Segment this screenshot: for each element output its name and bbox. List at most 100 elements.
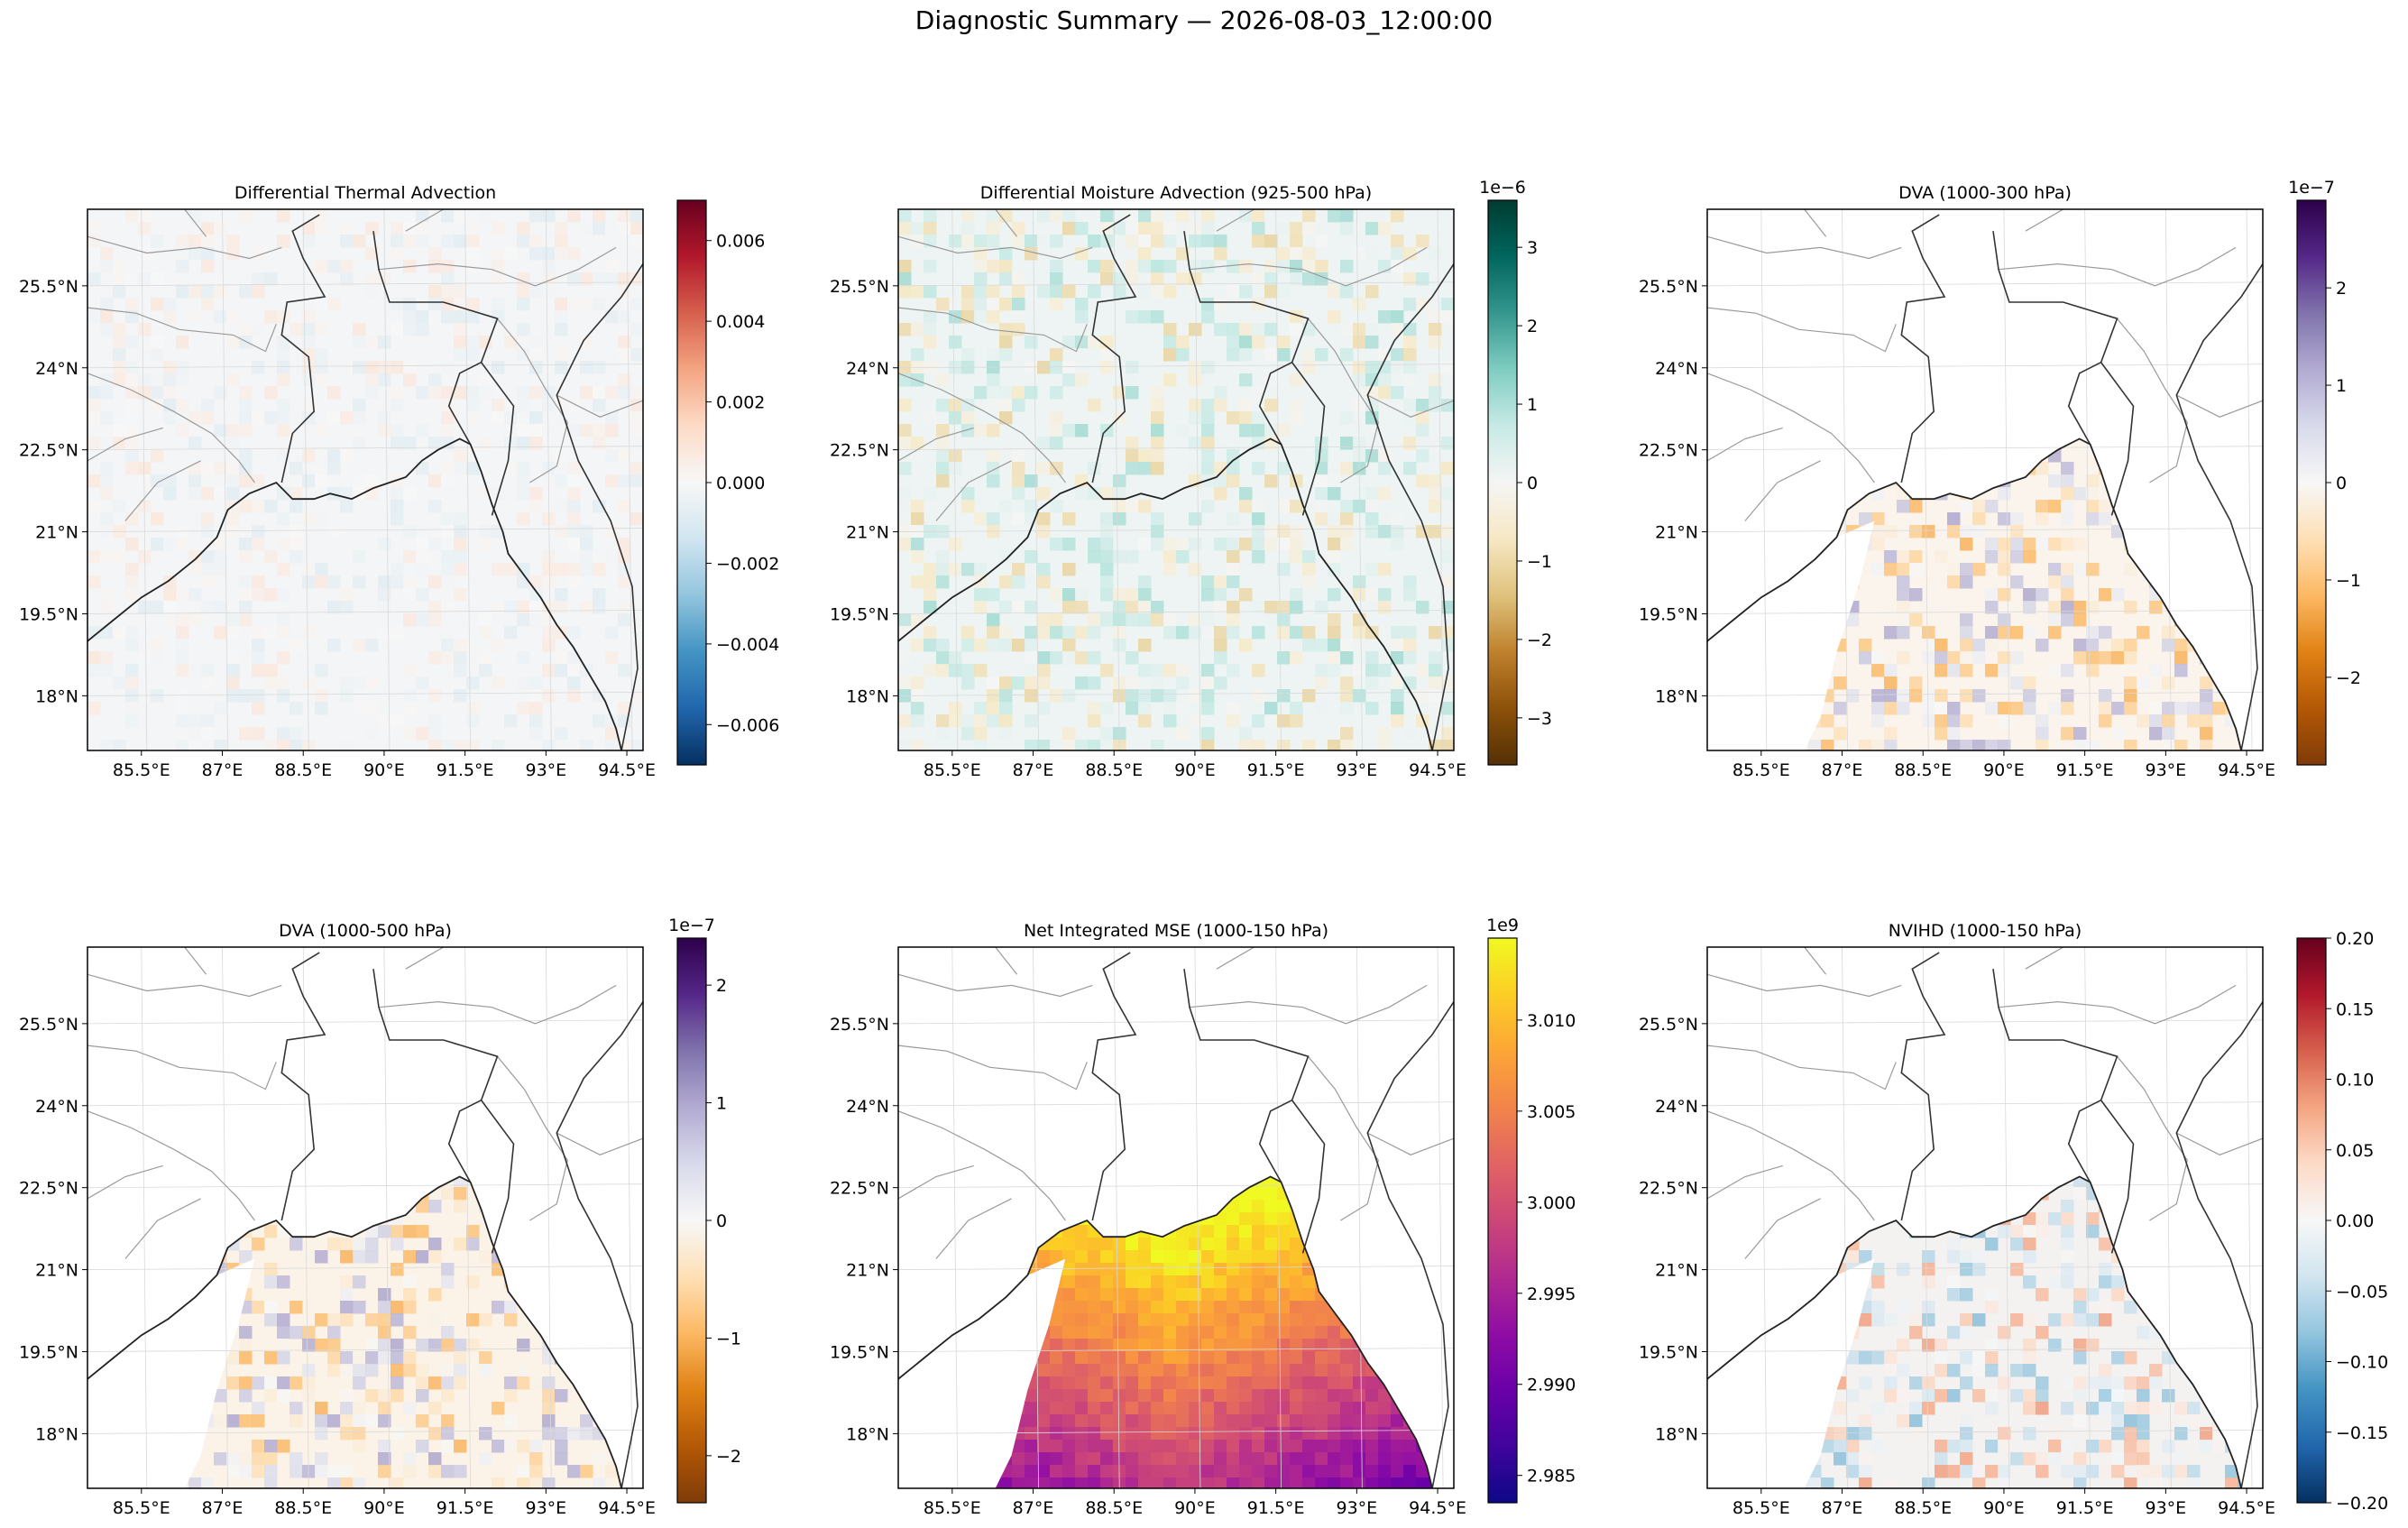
- gridline-lon: [1194, 946, 1201, 1489]
- state-boundary: [898, 235, 1093, 260]
- state-boundary: [87, 1110, 255, 1221]
- state-boundary: [124, 460, 201, 521]
- x-tick-label: 88.5°E: [1894, 760, 1952, 780]
- y-tick-label: 19.5°N: [830, 1342, 889, 1362]
- y-tick-label: 18°N: [846, 1424, 889, 1444]
- colorbar-tick-label: −3: [1527, 709, 1552, 729]
- x-tick-label: 85.5°E: [1732, 760, 1790, 780]
- colorbar: 0.20 0.15 0.10 0.05 0.00 −0.05 −0.10 −0.15 −0.20: [2296, 929, 2388, 1514]
- state-boundary: [1707, 427, 1783, 462]
- state-boundary: [184, 947, 207, 975]
- state-boundary: [2025, 209, 2064, 232]
- map-axes: NVIHD (1000-150 hPa) 85.5°E 87°E 88.5°E 90°E…: [1639, 921, 2275, 1518]
- state-boundary: [1804, 947, 1827, 975]
- x-tick-label: 88.5°E: [1085, 760, 1143, 780]
- gridline-lon: [383, 946, 391, 1489]
- x-tick-label: 85.5°E: [924, 760, 981, 780]
- map-axes: DVA (1000-500 hPa) 85.5°E 87°E 88.5°E 90°E 91…: [19, 921, 656, 1518]
- state-boundary: [87, 307, 277, 353]
- x-tick-label: 94.5°E: [598, 760, 656, 780]
- y-tick-label: 18°N: [846, 686, 889, 706]
- x-tick-label: 85.5°E: [113, 760, 170, 780]
- state-boundary: [497, 318, 568, 483]
- x-tick-label: 93°E: [2146, 1498, 2187, 1518]
- y-tick-label: 25.5°N: [830, 277, 889, 297]
- gridline-lat: [87, 446, 644, 451]
- gridline-lat: [897, 1183, 1455, 1189]
- axes-frame: [897, 946, 1455, 1489]
- colorbar-tick-label: 3: [1527, 238, 1538, 258]
- gridline-lon: [1437, 208, 1444, 751]
- state-boundary: [1308, 318, 1379, 483]
- colorbar-tick-label: 0.00: [2336, 1211, 2374, 1231]
- state-boundary: [1367, 1132, 1454, 1155]
- panel-title: Differential Moisture Advection (925-500…: [980, 183, 1372, 203]
- x-tick-label: 85.5°E: [113, 1498, 170, 1518]
- y-tick-label: 21°N: [35, 523, 78, 543]
- x-tick-label: 91.5°E: [2056, 1498, 2114, 1518]
- gridline-lat: [1706, 1348, 2264, 1352]
- gridline-lat: [897, 610, 1455, 614]
- gridline-lat: [87, 281, 644, 287]
- y-tick-label: 18°N: [35, 1424, 78, 1444]
- state-boundary: [1707, 235, 1902, 260]
- x-tick-label: 87°E: [202, 760, 244, 780]
- y-tick-label: 22.5°N: [830, 441, 889, 461]
- country-border: [1183, 969, 1326, 1254]
- colorbar-tick-label: −1: [2336, 571, 2361, 591]
- country-border: [1091, 214, 1137, 483]
- state-boundary: [2117, 1055, 2188, 1221]
- x-tick-label: 94.5°E: [2218, 1498, 2275, 1518]
- colorbar-tick-label: 2.985: [1527, 1467, 1576, 1487]
- country-border: [372, 231, 515, 516]
- x-tick-label: 87°E: [1013, 760, 1054, 780]
- state-boundary: [87, 373, 255, 483]
- country-border: [2175, 263, 2263, 750]
- state-boundary: [2176, 1132, 2263, 1155]
- state-boundary: [124, 1198, 201, 1259]
- gridline-lon: [141, 208, 148, 751]
- x-tick-label: 90°E: [363, 760, 405, 780]
- x-tick-label: 93°E: [526, 1498, 567, 1518]
- y-tick-label: 18°N: [35, 686, 78, 706]
- country-border: [447, 1099, 482, 1183]
- gridline-lat: [897, 528, 1455, 532]
- gridline-lat: [87, 1429, 644, 1434]
- state-boundary: [405, 947, 445, 970]
- axes-frame: [1706, 208, 2264, 751]
- gridline-lon: [951, 208, 959, 751]
- gridline-lon: [2246, 946, 2253, 1489]
- colorbar-tick-label: 3.005: [1527, 1102, 1576, 1122]
- y-tick-label: 25.5°N: [1639, 1015, 1698, 1035]
- gridline-lon: [2003, 946, 2010, 1489]
- country-border: [556, 1001, 643, 1488]
- state-boundary: [935, 1198, 1012, 1259]
- y-tick-label: 19.5°N: [830, 604, 889, 624]
- colorbar: 2 1 0 −1 −2 1e−7: [2288, 178, 2361, 766]
- colorbar-tick-label: 0.05: [2336, 1141, 2374, 1161]
- data-field: [1707, 209, 2263, 750]
- state-boundary: [995, 947, 1018, 975]
- x-tick-label: 94.5°E: [2218, 760, 2275, 780]
- colorbar-gradient: [2296, 937, 2327, 1504]
- gridline-lat: [897, 281, 1455, 287]
- y-tick-label: 25.5°N: [1639, 277, 1698, 297]
- state-boundary: [1189, 246, 1428, 287]
- gridline-lat: [897, 1019, 1455, 1025]
- gridline-lon: [1275, 208, 1282, 751]
- axes-frame: [897, 208, 1455, 751]
- gridline-lat: [897, 691, 1455, 696]
- colorbar-tick-label: −0.004: [716, 635, 779, 655]
- gridline-lon: [1842, 208, 1848, 751]
- x-tick-label: 87°E: [1822, 760, 1863, 780]
- x-tick-label: 88.5°E: [274, 1498, 332, 1518]
- y-tick-label: 24°N: [1655, 1097, 1698, 1117]
- colorbar-gradient: [1487, 937, 1518, 1504]
- x-tick-label: 88.5°E: [1085, 1498, 1143, 1518]
- state-boundary: [1216, 947, 1255, 970]
- gridline-lat: [897, 1101, 1455, 1107]
- y-tick-label: 22.5°N: [1639, 441, 1698, 461]
- x-tick-label: 91.5°E: [2056, 760, 2114, 780]
